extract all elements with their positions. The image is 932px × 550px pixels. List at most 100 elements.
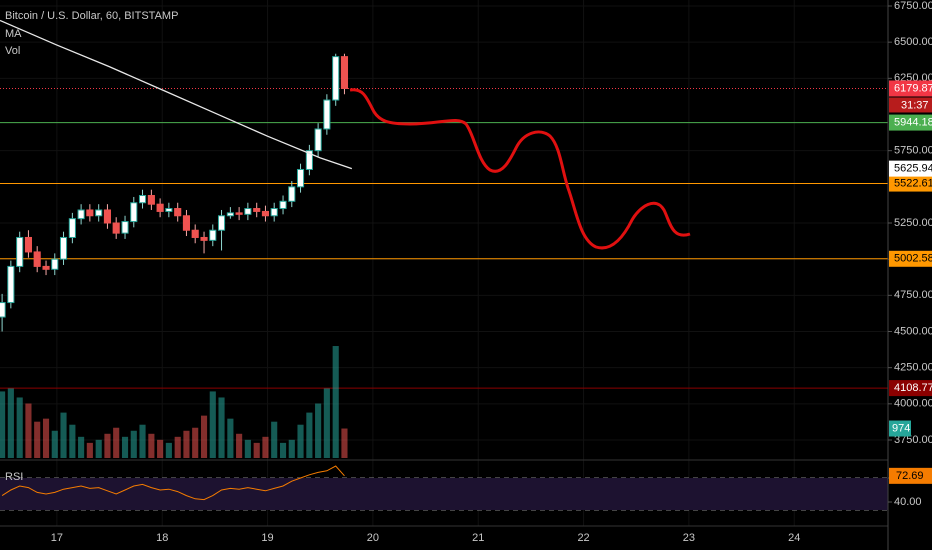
y-tick-label: 6500.00 <box>894 36 932 48</box>
rsi-band <box>0 478 888 510</box>
candle-body <box>24 236 33 253</box>
candle-body <box>235 212 243 215</box>
candle-body <box>7 265 15 304</box>
volume-bar <box>341 428 348 458</box>
y-tick-label: 5750.00 <box>894 145 932 157</box>
x-tick-label: 18 <box>156 532 168 544</box>
volume-bar <box>192 427 199 458</box>
price-axis: 17 18 19 20 21 22 23 246750.006500.006250.00575… <box>51 0 932 544</box>
candle-body <box>42 265 50 270</box>
price-badge <box>889 380 932 397</box>
volume-bar <box>121 436 129 458</box>
price-badge-label: 5944.18 <box>894 116 932 128</box>
x-tick-label: 20 <box>367 532 379 544</box>
volume-bar <box>130 430 137 458</box>
price-badge-label: 5522.61 <box>894 177 932 189</box>
ma-line <box>0 19 353 170</box>
y-tick-label: 4750.00 <box>894 289 932 301</box>
candle-body <box>77 209 85 220</box>
volume-bar <box>25 403 32 458</box>
volume-bar <box>0 391 6 458</box>
x-tick-label: 22 <box>577 532 589 544</box>
candle-body <box>200 236 208 241</box>
price-badge <box>889 175 932 192</box>
volume-bar <box>7 388 14 458</box>
countdown-badge <box>889 97 932 113</box>
candle-body <box>130 202 138 223</box>
volume-badge-label: 974 <box>892 422 910 434</box>
indicator-label: Vol <box>5 45 20 57</box>
candle-body <box>165 208 173 212</box>
y-tick-label: 40.00 <box>894 496 922 508</box>
candle-body <box>209 229 217 241</box>
volume-badge <box>889 420 911 437</box>
countdown-label: 31:37 <box>901 99 929 111</box>
candle-body <box>332 56 340 101</box>
volume-bar <box>69 424 76 458</box>
y-tick-label: 6750.00 <box>894 0 932 12</box>
y-tick-label: 4500.00 <box>894 325 932 337</box>
rsi-badge-label: 72.69 <box>896 470 924 482</box>
volume-bar <box>51 430 58 458</box>
volume-bar <box>279 442 287 458</box>
rsi-badge <box>889 467 932 484</box>
candle-body <box>0 302 6 318</box>
candle-body <box>121 221 129 234</box>
volume-bar <box>113 427 120 458</box>
x-tick-label: 24 <box>788 532 800 544</box>
candle-body <box>51 258 59 270</box>
volume-bar <box>332 346 339 458</box>
candle-body <box>33 251 41 267</box>
x-tick-label: 21 <box>472 532 484 544</box>
volume-bar <box>60 412 67 458</box>
volume-bar <box>236 433 243 458</box>
candle-body <box>68 218 76 238</box>
candle-body <box>270 208 278 217</box>
y-tick-label: 5250.00 <box>894 217 932 229</box>
candle-body <box>191 229 199 238</box>
price-badge-label: 4108.77 <box>894 382 932 394</box>
candle-body <box>103 209 112 224</box>
candle-body <box>147 195 155 205</box>
volume-bar <box>104 433 111 458</box>
volume-bar <box>271 421 278 458</box>
candle-body <box>305 150 313 170</box>
volume-bar <box>42 418 50 458</box>
candle-body <box>323 99 331 130</box>
volume-bar <box>297 424 304 458</box>
x-tick-label: 19 <box>261 532 273 544</box>
candle-body <box>279 200 287 210</box>
volume-bar <box>139 424 146 458</box>
volume-bar <box>183 430 190 458</box>
rsi-line <box>1 465 345 501</box>
volume-bar <box>174 436 181 458</box>
price-badge-label: 6179.87 <box>894 82 932 94</box>
price-badge-label: 5625.94 <box>894 163 932 175</box>
volume-bar <box>148 433 155 458</box>
price-badge <box>889 80 932 97</box>
volume-bar <box>165 442 172 458</box>
candle-body <box>156 203 164 212</box>
chart-title: Bitcoin / U.S. Dollar, 60, BITSTAMP <box>5 10 178 22</box>
volume-bar <box>209 391 216 458</box>
volume-bar <box>95 439 102 458</box>
candle-body <box>314 128 322 152</box>
candle-body <box>217 215 226 231</box>
candle-body <box>16 236 24 267</box>
volume-bar <box>16 397 23 458</box>
volume-bar <box>288 439 295 458</box>
candle-body <box>59 236 68 260</box>
y-tick-label: 3750.00 <box>894 434 932 446</box>
candle-body <box>253 208 261 212</box>
volume-bar <box>200 415 208 458</box>
x-tick-label: 23 <box>683 532 695 544</box>
volume-bar <box>253 442 260 458</box>
drawn-forecast <box>349 88 691 250</box>
volume-bar <box>78 436 85 458</box>
rsi-title: RSI <box>5 471 23 483</box>
x-tick-label: 17 <box>51 532 63 544</box>
candle-body <box>86 209 94 217</box>
y-tick-label: 4000.00 <box>894 398 932 410</box>
